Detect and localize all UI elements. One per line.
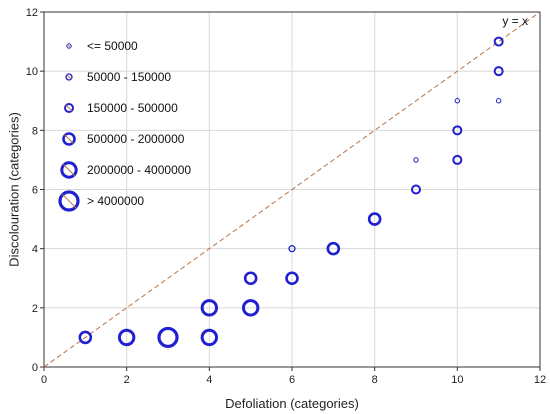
data-points [78, 36, 504, 349]
data-point [452, 125, 463, 136]
y-tick-label: 10 [26, 66, 38, 78]
data-point [326, 241, 341, 256]
data-point [243, 271, 258, 286]
data-point [411, 184, 421, 195]
data-point [241, 299, 260, 317]
legend-marker [64, 103, 74, 113]
legend-item: 150000 - 500000 [64, 101, 178, 115]
x-tick-label: 6 [289, 374, 295, 386]
legend-marker [62, 132, 76, 146]
legend-item: 2000000 - 4000000 [60, 161, 191, 179]
legend-item: 500000 - 2000000 [62, 132, 185, 146]
y-tick-label: 0 [32, 362, 38, 374]
x-tick-label: 8 [372, 374, 378, 386]
reference-line-y-equals-x [43, 11, 541, 368]
y-tick-label: 4 [32, 244, 38, 256]
y-tick-label: 6 [32, 185, 38, 197]
data-point [200, 299, 219, 317]
legend-marker [58, 190, 80, 212]
data-point [495, 98, 502, 104]
data-point [452, 154, 463, 165]
data-point [288, 245, 296, 253]
data-point [157, 326, 179, 349]
y-tick-label: 12 [26, 7, 38, 19]
data-point [454, 98, 461, 104]
legend-marker-line [62, 163, 76, 177]
data-point [367, 212, 382, 226]
reference-line-label: y = x [502, 14, 528, 28]
legend-marker [60, 161, 78, 179]
legend-marker [65, 73, 73, 81]
legend-marker-line [61, 193, 77, 209]
data-point [493, 36, 504, 47]
legend-label: 2000000 - 4000000 [87, 163, 191, 177]
legend-label: 500000 - 2000000 [87, 132, 185, 146]
axis-ticks: 0 2 4 6 8 10 12 0 2 4 6 8 10 12 [26, 7, 546, 386]
x-tick-label: 4 [206, 374, 212, 386]
data-point [200, 328, 219, 347]
x-tick-label: 2 [124, 374, 130, 386]
legend-item: 50000 - 150000 [65, 70, 171, 84]
legend-label: 150000 - 500000 [87, 101, 178, 115]
legend-marker [66, 43, 72, 49]
data-point [78, 330, 93, 345]
data-point [117, 328, 136, 347]
legend-marker-line [64, 134, 74, 144]
legend-item: <= 50000 [66, 39, 138, 53]
x-axis-label: Defoliation (categories) [225, 396, 359, 411]
y-tick-label: 8 [32, 125, 38, 137]
data-point [413, 157, 419, 163]
x-tick-label: 0 [41, 374, 47, 386]
y-axis-label: Discolouration (categories) [6, 112, 21, 267]
legend-label: > 4000000 [87, 194, 144, 208]
legend: <= 50000 50000 - 150000 150000 - 500000 500… [58, 39, 191, 212]
x-tick-label: 12 [534, 374, 546, 386]
legend-marker-line [66, 43, 72, 49]
y-tick-label: 2 [32, 303, 38, 315]
data-point [493, 66, 504, 77]
legend-marker-line [65, 104, 73, 112]
legend-item: > 4000000 [58, 190, 144, 212]
legend-marker-line [66, 74, 72, 80]
data-point [285, 271, 299, 286]
x-tick-label: 10 [451, 374, 463, 386]
legend-label: 50000 - 150000 [87, 70, 171, 84]
legend-label: <= 50000 [87, 39, 138, 53]
